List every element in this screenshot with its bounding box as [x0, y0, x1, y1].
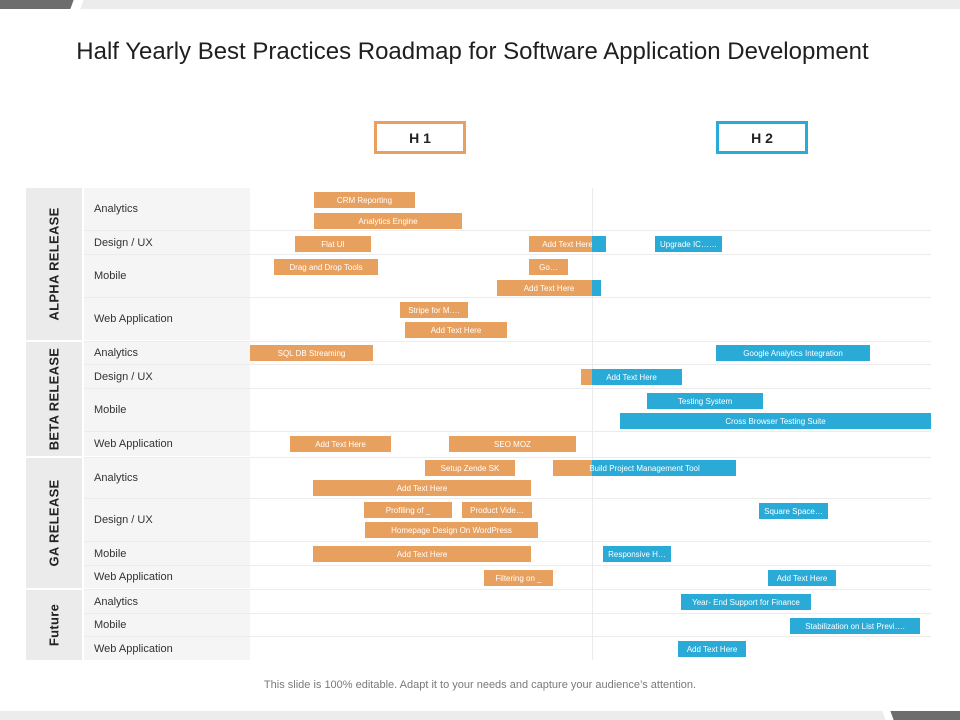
phase-label: Future	[46, 603, 62, 647]
row-divider	[84, 589, 931, 590]
task-bar: Stripe for M….	[400, 302, 468, 318]
phase-label: BETA RELEASE	[46, 347, 62, 451]
task-bar: Setup Zende SK	[425, 460, 515, 476]
row-divider	[84, 341, 931, 342]
task-bar: Google Analytics Integration	[716, 345, 870, 361]
task-bar: Product Vide…	[462, 502, 532, 518]
row-label-beta-mobile: Mobile	[84, 389, 250, 431]
task-bar-h2-segment	[592, 236, 606, 252]
task-bar: Add Text Here	[313, 546, 531, 562]
task-bar: Drag and Drop Tools	[274, 259, 378, 275]
row-label-alpha-mobile: Mobile	[84, 255, 250, 297]
row-divider	[84, 565, 931, 566]
phase-alpha-release: ALPHA RELEASE	[26, 188, 82, 340]
column-header-h2: H 2	[716, 121, 808, 154]
task-bar: Homepage Design On WordPress	[365, 522, 538, 538]
task-bar: Analytics Engine	[314, 213, 462, 229]
row-label-alpha-web-application: Web Application	[84, 298, 250, 340]
task-bar: Year- End Support for Finance	[681, 594, 811, 610]
row-divider	[84, 254, 931, 255]
task-bar-h2-segment	[592, 460, 736, 476]
row-divider	[84, 613, 931, 614]
row-divider	[84, 388, 931, 389]
top-decor-bar	[0, 0, 960, 9]
task-bar: Add Text Here	[405, 322, 507, 338]
row-label-alpha-design-ux: Design / UX	[84, 231, 250, 254]
task-bar-label: Add Text Here	[606, 372, 657, 382]
task-bar: Upgrade IC……	[655, 236, 722, 252]
footer-note: This slide is 100% editable. Adapt it to…	[263, 679, 697, 691]
half-divider	[592, 188, 593, 660]
column-header-h1: H 1	[374, 121, 466, 154]
row-label-future-analytics: Analytics	[84, 590, 250, 613]
row-label-beta-design-ux: Design / UX	[84, 365, 250, 388]
phase-beta-release: BETA RELEASE	[26, 342, 82, 456]
task-bar-h2-segment	[592, 280, 601, 296]
task-bar: Add Text Here	[768, 570, 836, 586]
task-bar-label: Add Text Here	[542, 239, 593, 249]
task-bar: Add Text Here	[497, 280, 601, 296]
row-label-future-web-application: Web Application	[84, 637, 250, 660]
task-bar: Square Space…	[759, 503, 828, 519]
task-bar: Stabilization on List Previ….	[790, 618, 920, 634]
task-bar: SEO MOZ	[449, 436, 576, 452]
task-bar: SQL DB Streaming	[250, 345, 373, 361]
row-divider	[84, 498, 931, 499]
task-bar: Add Text Here	[290, 436, 391, 452]
task-bar: Go…	[529, 259, 568, 275]
bottom-decor-accent	[888, 711, 960, 720]
row-divider	[84, 636, 931, 637]
row-label-beta-web-application: Web Application	[84, 432, 250, 456]
task-bar: Add Text Here	[678, 641, 746, 657]
phase-label: ALPHA RELEASE	[46, 207, 62, 321]
task-bar: Testing System	[647, 393, 763, 409]
task-bar-label: Build Project Management Tool	[589, 463, 700, 473]
task-bar: Add Text Here	[313, 480, 531, 496]
row-label-ga-design-ux: Design / UX	[84, 499, 250, 541]
row-label-ga-web-application: Web Application	[84, 566, 250, 588]
row-divider	[84, 297, 931, 298]
phase-label: GA RELEASE	[46, 479, 62, 567]
task-bar: Profiling of _	[364, 502, 452, 518]
task-bar: Add Text Here	[529, 236, 606, 252]
task-bar: Filtering on _	[484, 570, 553, 586]
row-divider	[84, 457, 931, 458]
row-divider	[84, 541, 931, 542]
row-divider	[84, 230, 931, 231]
task-bar-label: Add Text Here	[523, 283, 575, 293]
row-label-ga-analytics: Analytics	[84, 458, 250, 498]
task-bar: Flat UI	[295, 236, 371, 252]
row-label-beta-analytics: Analytics	[84, 342, 250, 364]
row-label-ga-mobile: Mobile	[84, 542, 250, 565]
phase-future: Future	[26, 590, 82, 660]
task-bar-h1-segment	[581, 369, 592, 385]
row-divider	[84, 431, 931, 432]
top-decor-accent	[0, 0, 76, 9]
row-divider	[84, 364, 931, 365]
task-bar: CRM Reporting	[314, 192, 415, 208]
page-title: Half Yearly Best Practices Roadmap for S…	[76, 38, 869, 65]
row-label-alpha-analytics: Analytics	[84, 188, 250, 230]
row-label-future-mobile: Mobile	[84, 614, 250, 636]
task-bar: Build Project Management Tool	[553, 460, 736, 476]
bottom-decor-bar	[0, 711, 960, 720]
phase-ga-release: GA RELEASE	[26, 458, 82, 588]
task-bar: Cross Browser Testing Suite	[620, 413, 931, 429]
task-bar: Responsive H…	[603, 546, 671, 562]
task-bar: Add Text Here	[581, 369, 682, 385]
